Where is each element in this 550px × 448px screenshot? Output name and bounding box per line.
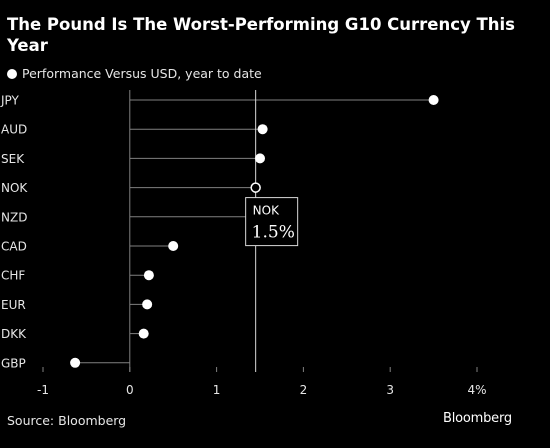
marker-nok[interactable] xyxy=(250,182,261,193)
x-tick-label: 1 xyxy=(213,383,221,397)
category-label-chf: CHF xyxy=(1,269,25,283)
tooltip-value: 1.5% xyxy=(252,223,295,243)
x-tick-label: -1 xyxy=(37,383,49,397)
marker-cad[interactable] xyxy=(168,241,179,251)
category-label-jpy: JPY xyxy=(0,94,20,108)
marker-dkk[interactable] xyxy=(138,328,149,339)
tooltip-label: NOK xyxy=(253,204,280,218)
value-tooltip: NOK 1.5% xyxy=(245,197,299,247)
marker-sek[interactable] xyxy=(255,153,265,164)
chart-title: The Pound Is The Worst-Performing G10 Cu… xyxy=(7,15,515,55)
marker-gbp[interactable] xyxy=(70,357,81,368)
marker-chf[interactable] xyxy=(143,270,154,281)
category-label-sek: SEK xyxy=(1,152,25,166)
legend-label: Performance Versus USD, year to date xyxy=(22,66,262,81)
marker-jpy[interactable] xyxy=(428,95,439,105)
category-label-gbp: GBP xyxy=(1,356,26,370)
source-note: Source: Bloomberg xyxy=(7,413,127,428)
category-label-cad: CAD xyxy=(1,240,27,254)
category-label-aud: AUD xyxy=(1,123,27,137)
x-tick-label: 4% xyxy=(467,383,486,397)
tooltip-box xyxy=(245,197,299,247)
legend-marker xyxy=(7,68,17,79)
bloomberg-logo: Bloomberg xyxy=(443,411,512,426)
category-label-eur: EUR xyxy=(1,298,26,312)
category-label-nok: NOK xyxy=(1,181,28,195)
marker-aud[interactable] xyxy=(257,124,268,135)
category-label-dkk: DKK xyxy=(1,327,27,341)
x-tick-label: 2 xyxy=(300,383,308,397)
legend: Performance Versus USD, year to date xyxy=(7,66,262,81)
category-label-nzd: NZD xyxy=(1,210,27,224)
marker-eur[interactable] xyxy=(142,299,153,310)
x-tick-label: 3 xyxy=(386,383,394,397)
x-tick-label: 0 xyxy=(126,383,134,397)
